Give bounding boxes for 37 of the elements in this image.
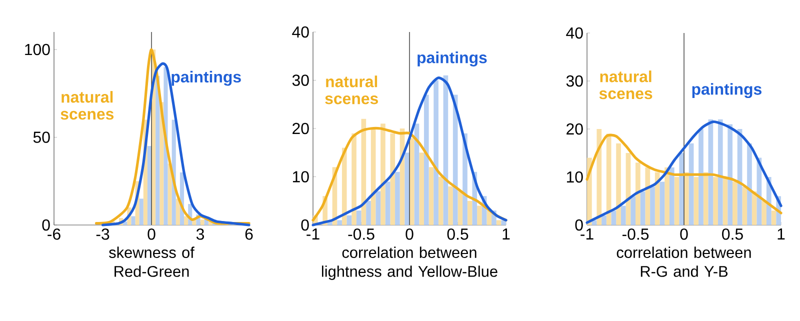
y-tick-label: 0 <box>575 219 583 231</box>
y-tick-label: 30 <box>566 75 583 87</box>
x-tick-label: -3 <box>96 228 110 240</box>
y-tick-label: 30 <box>292 74 309 86</box>
x-axis-title: correlation between R-G and Y-B <box>616 246 751 277</box>
x-tick-label: 1 <box>502 228 510 240</box>
x-tick-label: -0.5 <box>622 228 649 240</box>
x-tick-label: 6 <box>245 228 253 240</box>
series-label: natural scenes <box>325 76 378 104</box>
y-tick-label: 10 <box>566 171 583 183</box>
x-tick-label: 0 <box>406 228 414 240</box>
y-tick-label: 40 <box>566 27 583 39</box>
y-tick-label: 40 <box>292 26 309 38</box>
series-label: natural scenes <box>60 91 114 120</box>
y-tick-label: 10 <box>292 171 309 182</box>
x-tick-label: -1 <box>580 228 594 240</box>
series-label: paintings <box>172 70 241 86</box>
x-tick-label: 0.5 <box>447 228 468 240</box>
y-tick-label: 0 <box>42 219 50 231</box>
y-tick-label: 20 <box>292 122 309 134</box>
series-label: paintings <box>418 52 487 66</box>
x-tick-label: -1 <box>306 228 320 240</box>
x-tick-label: 0.5 <box>722 228 743 240</box>
series-label: paintings <box>692 83 762 98</box>
x-tick-label: 3 <box>196 228 204 240</box>
y-tick-label: 50 <box>33 132 50 143</box>
y-tick-label: 100 <box>25 44 50 56</box>
x-tick-label: -6 <box>48 228 60 240</box>
x-tick-label: -0.5 <box>348 228 374 240</box>
y-tick-label: 20 <box>566 123 583 135</box>
y-tick-label: 0 <box>301 219 309 231</box>
x-tick-label: 1 <box>778 228 785 240</box>
x-axis-title: skewness of Red-Green <box>109 246 194 277</box>
text: natural scenes <box>599 70 652 100</box>
x-axis-title: correlation between lightness and Yellow-Blue <box>322 246 498 280</box>
x-tick-label: 0 <box>148 228 156 240</box>
x-tick-label: 0 <box>680 228 688 240</box>
